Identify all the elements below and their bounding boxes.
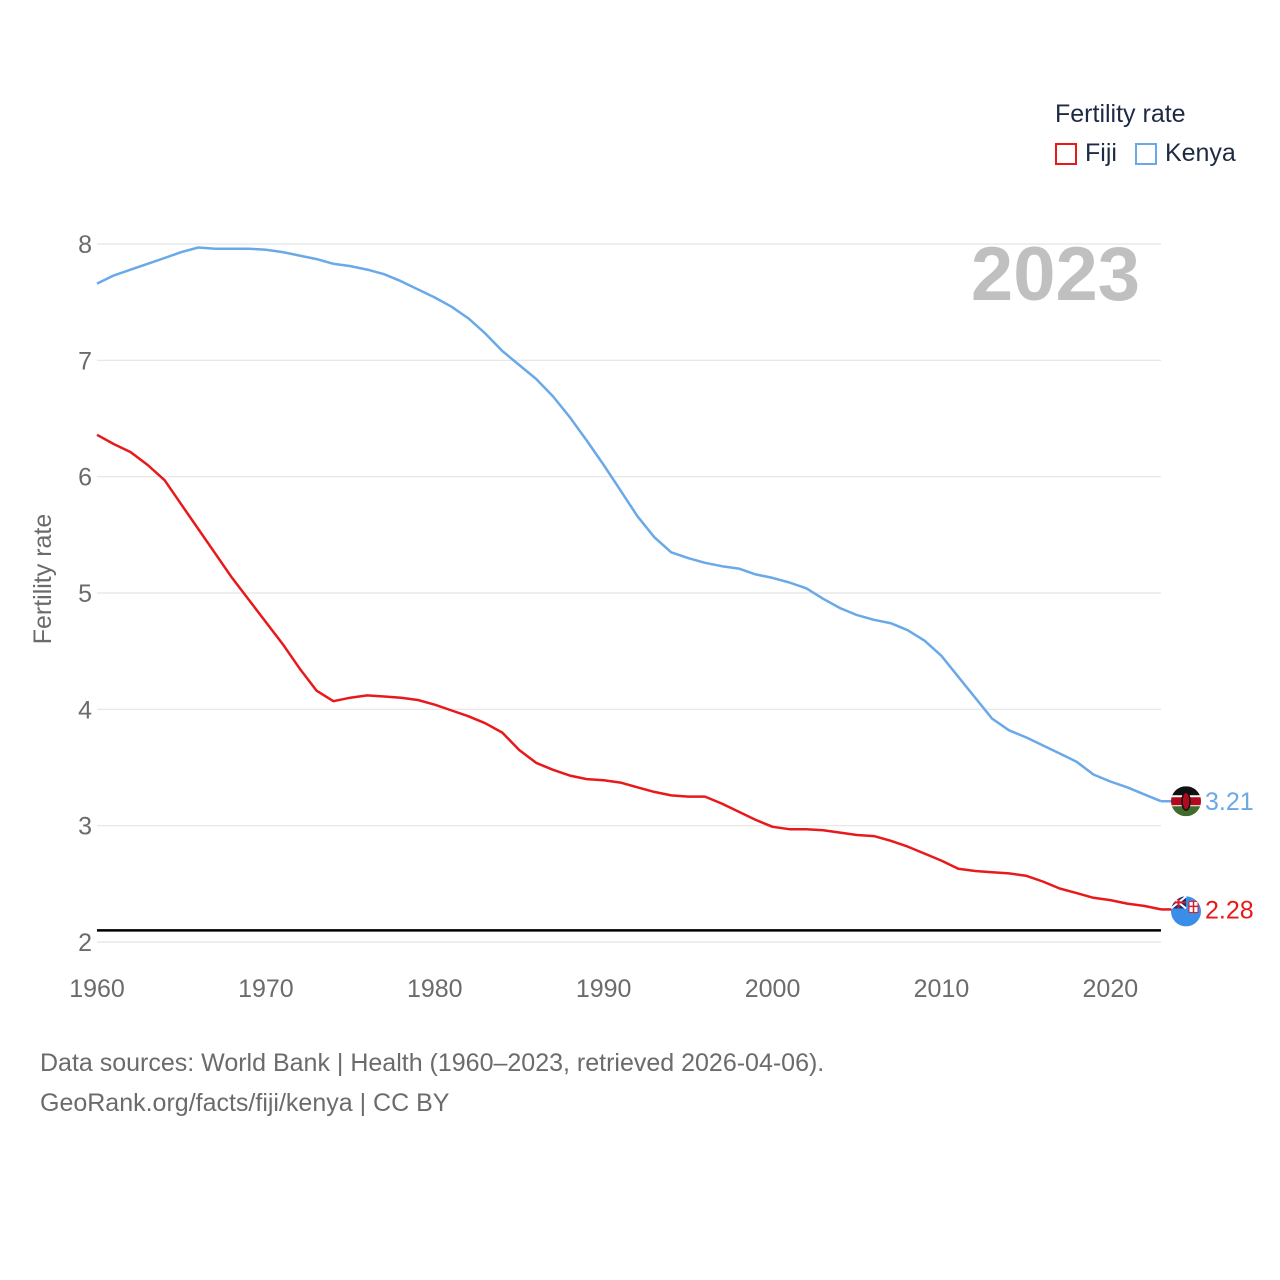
legend-swatch-kenya bbox=[1134, 142, 1157, 165]
end-value-label-kenya: 3.21 bbox=[1205, 788, 1254, 816]
legend-item-fiji[interactable]: Fiji bbox=[1055, 139, 1117, 168]
y-tick-label-6: 6 bbox=[78, 464, 92, 492]
x-tick-label-1970: 1970 bbox=[238, 975, 294, 1003]
footer: Data sources: World Bank | Health (1960–… bbox=[40, 1043, 824, 1123]
legend-swatch-fiji bbox=[1055, 142, 1077, 165]
x-tick-label-2020: 2020 bbox=[1083, 975, 1139, 1003]
x-tick-label-2010: 2010 bbox=[914, 975, 970, 1003]
series-line-fiji bbox=[96, 433, 1162, 911]
y-tick-label-7: 7 bbox=[78, 347, 92, 375]
end-value-label-fiji: 2.28 bbox=[1205, 896, 1254, 924]
year-label: 2023 bbox=[971, 232, 1140, 317]
y-tick-label-2: 2 bbox=[78, 929, 92, 957]
series-line-kenya bbox=[96, 246, 1162, 803]
kenya-flag-icon bbox=[1171, 786, 1201, 817]
fiji-flag-icon bbox=[1171, 896, 1201, 927]
y-tick-label-3: 3 bbox=[78, 813, 92, 841]
y-tick-label-4: 4 bbox=[78, 696, 92, 724]
legend-label-kenya: Kenya bbox=[1164, 139, 1236, 167]
legend-label-fiji: Fiji bbox=[1085, 139, 1117, 167]
y-tick-label-5: 5 bbox=[78, 580, 92, 608]
y-axis-label: Fertility rate bbox=[29, 514, 57, 645]
x-tick-label-1960: 1960 bbox=[69, 975, 125, 1003]
y-tick-label-8: 8 bbox=[78, 231, 92, 259]
x-tick-label-1990: 1990 bbox=[576, 975, 632, 1003]
x-tick-label-1980: 1980 bbox=[407, 975, 463, 1003]
legend: Fertility rate Fiji Kenya bbox=[1055, 100, 1254, 168]
attribution[interactable]: GeoRank.org/facts/fiji/kenya | CC BY bbox=[40, 1089, 450, 1117]
data-sources: Data sources: World Bank | Health (1960–… bbox=[40, 1049, 825, 1077]
legend-items: Fiji Kenya bbox=[1055, 139, 1254, 168]
legend-title: Fertility rate bbox=[1055, 100, 1186, 128]
x-tick-label-2000: 2000 bbox=[745, 975, 801, 1003]
legend-item-kenya[interactable]: Kenya bbox=[1134, 139, 1236, 168]
